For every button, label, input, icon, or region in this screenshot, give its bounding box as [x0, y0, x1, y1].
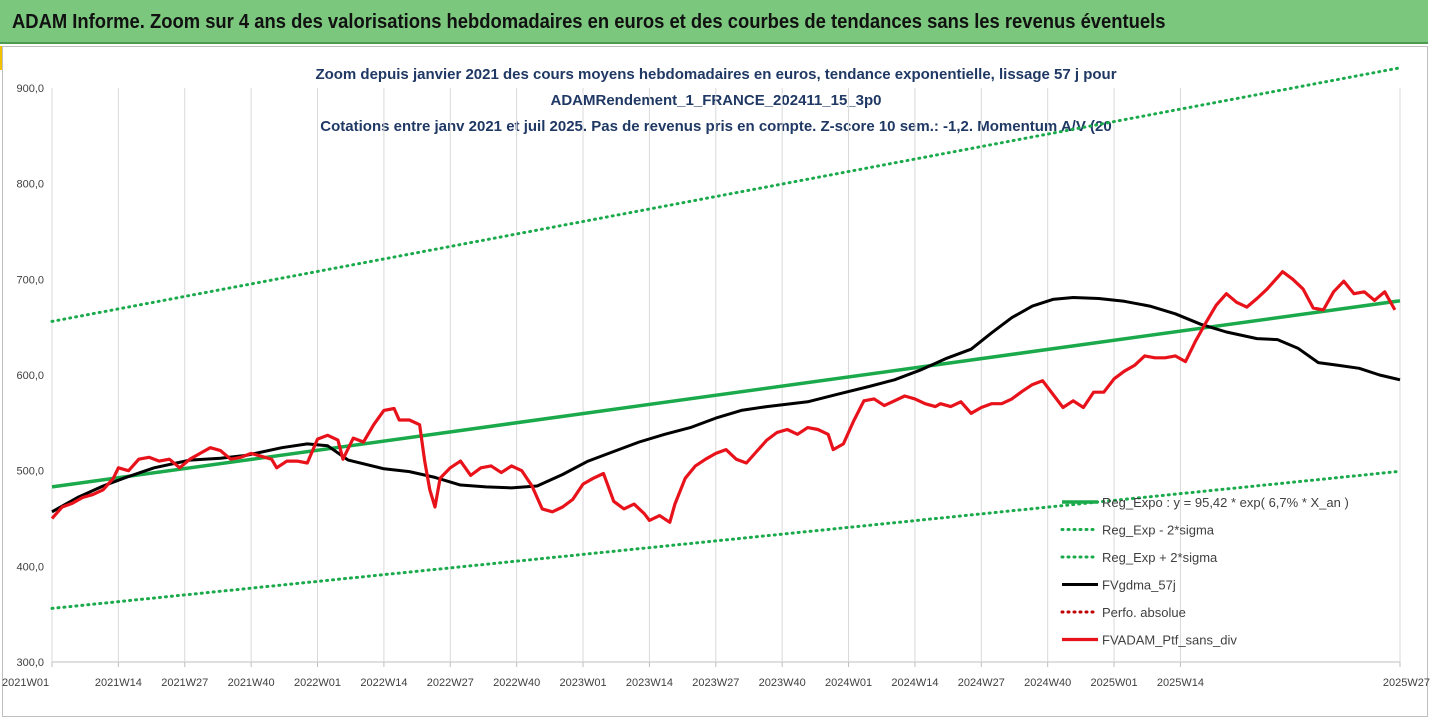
- x-tick-label: 2024W27: [958, 677, 1005, 689]
- x-tick-label: 2022W27: [427, 677, 474, 689]
- legend-label: FVADAM_Ptf_sans_div: [1102, 633, 1237, 648]
- legend-label: Reg_Exp + 2*sigma: [1102, 550, 1218, 565]
- x-axis-ticks: 2021W01 2021W14 2021W27 2021W40 2022W01 2022W…: [2, 677, 1430, 689]
- trend-line-expo: [51, 299, 1401, 489]
- y-tick-label: 900,0: [16, 83, 44, 95]
- x-tick-label: 2025W01: [1091, 677, 1138, 689]
- x-tick-label: 2024W40: [1024, 677, 1071, 689]
- legend-label: Reg_Exp - 2*sigma: [1102, 523, 1215, 538]
- legend-label: Reg_Expo : y = 95,42 * exp( 6,7% * X_an …: [1102, 495, 1349, 510]
- x-tick-label: 2023W14: [626, 677, 673, 689]
- x-tick-label: 2021W01: [2, 677, 49, 689]
- y-tick-label: 300,0: [16, 657, 44, 669]
- portfolio-line: [50, 270, 1397, 524]
- chart-legend: Reg_Expo : y = 95,42 * exp( 6,7% * X_an …: [1060, 495, 1349, 648]
- x-tick-label: 2024W01: [825, 677, 872, 689]
- x-tick-label: 2025W14: [1157, 677, 1204, 689]
- y-tick-label: 500,0: [16, 466, 44, 478]
- legend-label: Perfo. absolue: [1102, 605, 1186, 620]
- x-tick-label: 2023W40: [759, 677, 806, 689]
- x-tick-label: 2025W27: [1383, 677, 1430, 689]
- y-tick-label: 400,0: [16, 561, 44, 573]
- report-title: ADAM Informe. Zoom sur 4 ans des valoris…: [12, 11, 1166, 33]
- chart-series: [50, 66, 1402, 610]
- x-tick-label: 2022W40: [493, 677, 540, 689]
- x-tick-label: 2023W01: [559, 677, 606, 689]
- y-tick-label: 800,0: [16, 179, 44, 191]
- x-tick-label: 2021W40: [228, 677, 275, 689]
- x-tick-label: 2022W01: [294, 677, 341, 689]
- chart-frame: [2, 46, 1428, 717]
- y-axis-ticks: 300,0 400,0 500,0 600,0 700,0 800,0 900,0: [16, 83, 44, 669]
- chart-title-line-1: Zoom depuis janvier 2021 des cours moyen…: [315, 66, 1117, 83]
- x-tick-label: 2022W14: [360, 677, 407, 689]
- x-tick-label: 2021W27: [161, 677, 208, 689]
- trend-line-minus-2sigma: [50, 469, 1402, 610]
- x-tick-label: 2023W27: [692, 677, 739, 689]
- y-tick-label: 700,0: [16, 274, 44, 286]
- grid-lines: [51, 88, 1401, 667]
- report-banner: ADAM Informe. Zoom sur 4 ans des valoris…: [0, 0, 1428, 44]
- x-tick-label: 2021W14: [95, 677, 142, 689]
- trend-line-plus-2sigma: [50, 66, 1402, 323]
- x-tick-label: 2024W14: [891, 677, 938, 689]
- legend-label: FVgdma_57j: [1102, 578, 1176, 593]
- y-tick-label: 600,0: [16, 370, 44, 382]
